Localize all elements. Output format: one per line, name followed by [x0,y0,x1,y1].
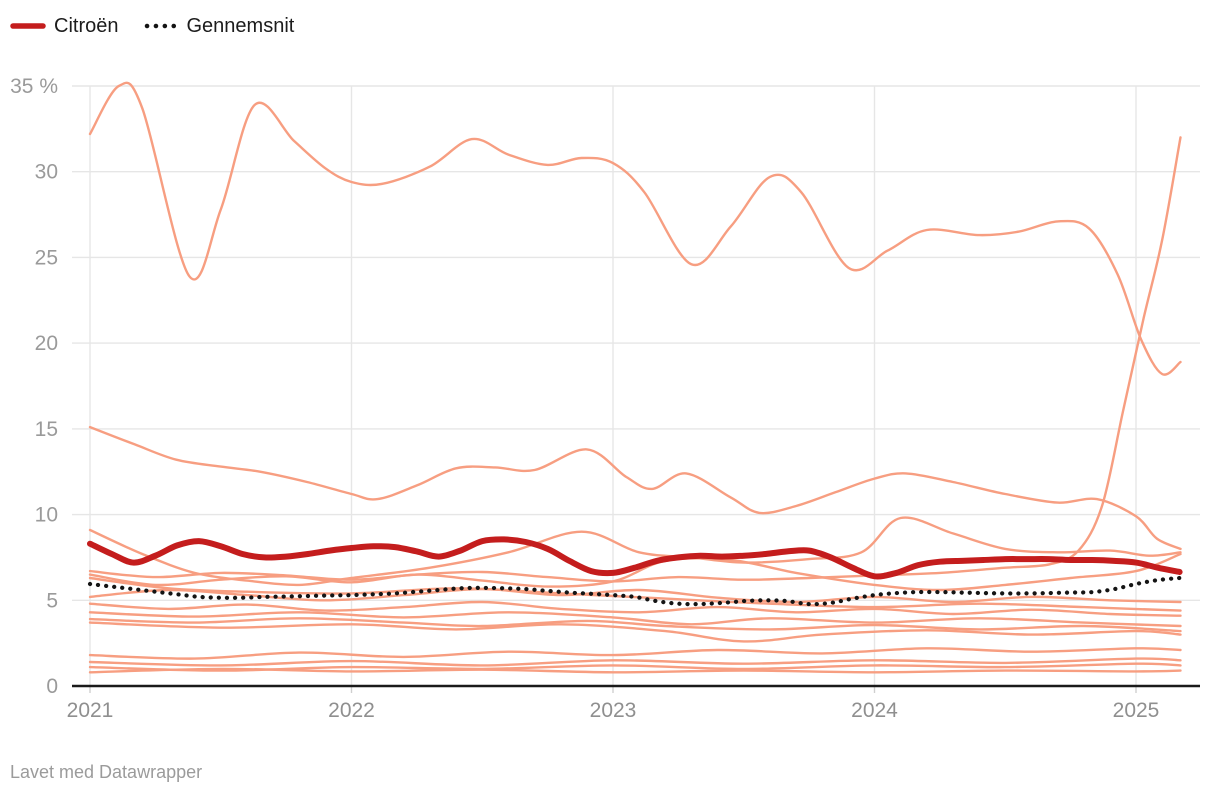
background-line-other-15 [88,667,1182,674]
series-line-citroen [87,536,1183,580]
background-line-other-12 [88,647,1182,660]
y-tick-label: 0 [46,675,58,698]
x-tick-label: 2025 [1113,699,1160,722]
solid-line-swatch-icon [10,23,46,29]
y-tick-label: 35 % [10,75,58,98]
background-line-other-9 [88,611,1182,628]
legend-label-citroen: Citroën [54,15,119,37]
y-tick-label: 15 [35,418,58,441]
y-tick-label: 20 [35,332,58,355]
background-line-other-1 [88,81,1182,376]
y-tick-label: 5 [46,589,58,612]
background-line-other-7 [88,587,1182,604]
chart-legend: Citroën Gennemsnit [10,16,294,36]
background-line-other-2 [88,425,1182,551]
x-tick-label: 2022 [328,699,375,722]
background-line-other-11 [88,621,1182,643]
dotted-line-swatch-icon [145,23,179,29]
x-tick-label: 2023 [590,699,637,722]
background-line-other-8 [88,600,1182,617]
legend-label-gennemsnit: Gennemsnit [186,15,295,37]
chart-credit: Lavet med Datawrapper [10,762,203,782]
y-tick-label: 25 [35,246,58,269]
background-line-other-10 [88,617,1182,633]
legend-item-citroen: Citroën [10,16,118,36]
legend-item-gennemsnit: Gennemsnit [144,16,294,36]
y-tick-label: 10 [35,504,58,527]
background-line-other-5 [88,552,1182,592]
y-tick-label: 30 [35,161,58,184]
background-line-other-13 [88,657,1182,667]
background-line-other-6 [88,576,1182,612]
x-tick-label: 2021 [67,699,114,722]
x-tick-label: 2024 [851,699,898,722]
background-line-other-3 [88,136,1182,583]
